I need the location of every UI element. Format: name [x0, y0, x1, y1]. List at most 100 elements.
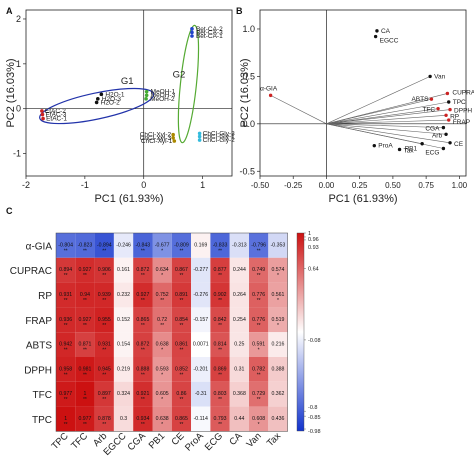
cell-significance: **	[179, 248, 183, 254]
heatmap-cell	[249, 282, 269, 308]
heatmap-cell	[75, 357, 95, 382]
cell-value: 0.519	[271, 317, 284, 323]
loading-vector	[326, 76, 431, 125]
point-label: CE	[454, 141, 464, 148]
score-point	[144, 93, 149, 98]
heatmap-cell	[210, 357, 230, 382]
cell-significance: **	[64, 397, 68, 403]
x-tick-label: 0.25	[352, 181, 368, 190]
cell-value: -0.809	[174, 242, 189, 248]
pca-loading-plot: -0.50 -0.25 0.00 0.25 0.50 0.75 1.00 -0.5 0.0 0.5…	[239, 9, 474, 205]
point-label: ABTS	[411, 96, 429, 103]
y-axis-title: PC2 (16.03%)	[5, 58, 17, 127]
heatmap-cell	[210, 257, 230, 283]
heatmap-cell	[56, 406, 76, 432]
heatmap-cell	[133, 332, 153, 357]
cell-significance: **	[64, 298, 68, 304]
score-point	[197, 131, 202, 136]
loading-point	[268, 93, 273, 98]
cell-value: 0.877	[214, 267, 227, 273]
cell-value: 0.931	[98, 342, 111, 348]
cell-significance: **	[257, 248, 261, 254]
loading-vector	[326, 101, 449, 125]
cell-significance: **	[141, 422, 145, 428]
cell-significance: **	[141, 372, 145, 378]
heatmap-cell	[113, 357, 134, 382]
cell-value: -0.677	[155, 242, 170, 248]
colorbar-tick-label: -0.98	[308, 429, 321, 435]
colorbar-tick-label: -0.08	[308, 338, 321, 344]
x-tick-label: 0.50	[385, 181, 401, 190]
cell-value: 0.865	[175, 416, 188, 422]
cell-value: -0.246	[116, 242, 131, 248]
heatmap-cell	[191, 233, 211, 258]
heatmap-cell	[133, 307, 153, 333]
loading-point	[373, 34, 378, 39]
heatmap-cell	[56, 257, 76, 283]
group-g2-ellipse	[177, 24, 200, 144]
colorbar-tick-label: -0.8	[308, 405, 317, 411]
cell-value: 0.86	[176, 391, 186, 397]
cell-significance: **	[64, 372, 68, 378]
cell-value: 0.161	[117, 267, 130, 273]
loading-point	[448, 107, 452, 112]
point-label: CUPRAC	[452, 89, 474, 96]
cell-value: 0.561	[271, 292, 284, 298]
loading-point	[447, 100, 451, 104]
cell-significance: **	[83, 273, 87, 279]
cell-value: 0.591	[252, 342, 265, 348]
heatmap-cell	[268, 332, 288, 357]
y-tick-label: 0.5	[242, 71, 255, 81]
row-labels: α-GIA CUPRAC RP FRAP ABTS DPPH TFC TPC	[10, 241, 53, 426]
score-point	[197, 138, 202, 142]
cell-value: 0.605	[156, 391, 169, 397]
x-tick-label: -0.50	[251, 181, 270, 190]
heatmap-cell	[171, 357, 192, 382]
cell-value: -0.894	[97, 242, 112, 248]
cell-significance: **	[141, 273, 145, 279]
cell-value: 1	[64, 416, 67, 422]
heatmap-cell	[152, 357, 172, 382]
heatmap-cell	[113, 332, 134, 357]
heatmap-cell	[56, 233, 76, 258]
heatmap-cell	[249, 332, 269, 357]
column-label: Van	[245, 431, 264, 450]
heatmap-cell	[191, 357, 211, 382]
cell-value: 0.244	[233, 267, 246, 273]
heatmap-cell	[94, 381, 114, 407]
heatmap-cell	[249, 257, 269, 283]
heatmap-cell	[191, 406, 211, 432]
score-point	[40, 112, 45, 117]
heatmap-cell	[133, 282, 153, 308]
score-point	[41, 116, 45, 121]
cell-significance: **	[102, 422, 106, 428]
loading-vector	[326, 114, 447, 125]
cell-value: 0.593	[156, 366, 169, 372]
cell-significance: **	[218, 273, 222, 279]
heatmap-cell	[171, 233, 192, 258]
score-point	[96, 97, 100, 101]
cell-significance: **	[218, 323, 222, 329]
x-tick-label: 0.75	[418, 181, 434, 190]
cell-value: 0.44	[234, 416, 244, 422]
heatmap-cell	[94, 282, 114, 308]
heatmap-cell	[133, 381, 153, 407]
cell-significance: **	[83, 422, 87, 428]
point-label: EGCC	[380, 38, 399, 45]
heatmap-cell	[75, 257, 95, 283]
cell-value: -0.843	[135, 242, 150, 248]
point-label: H2O-3	[102, 96, 122, 103]
cell-value: 0.955	[98, 317, 111, 323]
loading-vector	[326, 123, 444, 128]
point-label: ChCl-Xyl-1	[141, 138, 173, 145]
cell-value: 0.927	[78, 317, 91, 323]
heatmap-cell	[171, 406, 192, 432]
cell-value: 0.574	[271, 267, 284, 273]
loading-point	[397, 147, 402, 152]
heatmap-cell	[171, 332, 192, 357]
cell-significance: *	[258, 422, 260, 428]
heatmap-cell	[210, 332, 230, 357]
cell-significance: *	[161, 273, 163, 279]
x-tick-label: 1.00	[452, 181, 468, 190]
